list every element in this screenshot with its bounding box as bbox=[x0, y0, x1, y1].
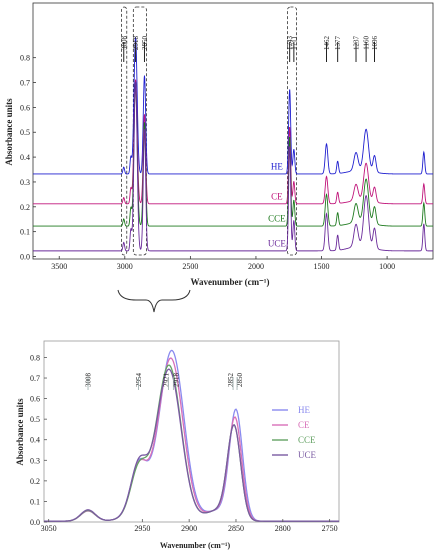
bottom-x-tick-label: 2950 bbox=[134, 524, 150, 533]
bottom-legend: HE CE CCE UCE bbox=[272, 405, 317, 460]
bottom-y-tick-label: 0.6 bbox=[30, 395, 40, 404]
bottom-y-tick-label: 0.4 bbox=[30, 436, 40, 445]
top-x-tick-label: 3000 bbox=[117, 262, 133, 271]
bottom-x-axis-title: Wavenumber (cm⁻¹) bbox=[160, 541, 231, 550]
bottom-legend-label: HE bbox=[298, 405, 310, 415]
top-y-tick-label: 0.0 bbox=[20, 253, 30, 262]
top-inline-label: UCE bbox=[268, 239, 287, 249]
bottom-legend-label: UCE bbox=[298, 450, 317, 460]
bottom-y-tick-label: 0.1 bbox=[30, 497, 40, 506]
bottom-x-ticks: 3050 2950 2900 2850 2800 2750 bbox=[41, 519, 338, 533]
bottom-plot-frame bbox=[43, 340, 340, 523]
bottom-y-tick-label: 0.3 bbox=[30, 456, 40, 465]
bottom-y-tick-label: 0.2 bbox=[30, 477, 40, 486]
bottom-band-label: 2852 bbox=[227, 373, 235, 388]
top-x-tick-label: 2500 bbox=[182, 262, 198, 271]
bottom-y-axis-title: Absorbance units bbox=[15, 398, 25, 466]
zoom-brace bbox=[117, 289, 191, 313]
bottom-y-ticks: 0.0 0.1 0.2 0.3 0.4 0.5 0.6 0.7 0.8 bbox=[30, 353, 47, 527]
top-x-tick-label: 3500 bbox=[51, 262, 67, 271]
bottom-band-label: 3008 bbox=[85, 373, 93, 388]
bottom-legend-label: CE bbox=[298, 420, 310, 430]
top-x-axis-title: Wavenumber (cm⁻¹) bbox=[190, 277, 269, 287]
top-y-axis-title: Absorbance units bbox=[4, 98, 14, 166]
top-highlight-box bbox=[287, 6, 298, 256]
bottom-y-tick-label: 0.5 bbox=[30, 415, 40, 424]
bottom-legend-label: CCE bbox=[298, 435, 316, 445]
bottom-series bbox=[44, 349, 339, 522]
top-chart: 0.0 0.1 0.2 0.3 0.4 0.5 0.6 0.7 0.8 3500 3000 2500… bbox=[4, 2, 434, 313]
top-inline-label: CE bbox=[271, 191, 283, 201]
bottom-y-tick-label: 0.7 bbox=[30, 374, 40, 383]
top-x-ticks: 3500 3000 2500 2000 1500 1000 bbox=[51, 256, 395, 271]
top-inline-label: CCE bbox=[268, 214, 286, 224]
bottom-x-tick-label: 2800 bbox=[275, 524, 291, 533]
top-y-ticks: 0.0 0.1 0.2 0.3 0.4 0.5 0.6 0.7 0.8 bbox=[20, 54, 36, 262]
bottom-band-labels: 3008 2954 2921 2918 2852 2850 bbox=[85, 373, 244, 390]
bottom-x-tick-label: 3050 bbox=[41, 524, 57, 533]
top-x-tick-label: 1500 bbox=[314, 262, 330, 271]
bottom-x-tick-label: 2750 bbox=[322, 524, 338, 533]
top-series bbox=[33, 37, 433, 252]
top-inline-legend: HE CE CCE UCE bbox=[268, 162, 287, 249]
top-y-tick-label: 0.4 bbox=[20, 153, 30, 162]
top-series-line bbox=[33, 37, 433, 175]
bottom-y-tick-label: 0.0 bbox=[30, 518, 40, 527]
top-highlight-box bbox=[121, 6, 128, 256]
top-band-labels: 3008291828501743171114621377123711601096 bbox=[120, 36, 379, 62]
bottom-band-label: 2921 bbox=[162, 373, 170, 388]
top-y-tick-label: 0.2 bbox=[20, 203, 30, 212]
bottom-series-line bbox=[44, 368, 339, 522]
bottom-x-tick-label: 2900 bbox=[181, 524, 197, 533]
top-y-tick-label: 0.5 bbox=[20, 128, 30, 137]
top-x-tick-label: 2000 bbox=[248, 262, 264, 271]
top-y-tick-label: 0.8 bbox=[20, 54, 30, 63]
top-y-tick-label: 0.7 bbox=[20, 79, 30, 88]
top-series-line bbox=[33, 81, 433, 252]
bottom-band-label: 2954 bbox=[135, 373, 143, 388]
top-plot-frame bbox=[32, 2, 434, 260]
bottom-y-tick-label: 0.8 bbox=[30, 353, 40, 362]
top-series-line bbox=[33, 81, 433, 227]
top-y-tick-label: 0.6 bbox=[20, 103, 30, 112]
top-x-tick-label: 1000 bbox=[379, 262, 395, 271]
bottom-band-label: 2850 bbox=[236, 373, 244, 388]
top-inline-label: HE bbox=[271, 162, 283, 172]
top-y-tick-label: 0.3 bbox=[20, 178, 30, 187]
top-series-line bbox=[33, 79, 433, 205]
bottom-band-label: 2918 bbox=[172, 373, 180, 388]
bottom-chart: 0.0 0.1 0.2 0.3 0.4 0.5 0.6 0.7 0.8 3050 2950 2900… bbox=[15, 340, 340, 550]
bottom-x-tick-label: 2850 bbox=[228, 524, 244, 533]
top-y-tick-label: 0.1 bbox=[20, 228, 30, 237]
